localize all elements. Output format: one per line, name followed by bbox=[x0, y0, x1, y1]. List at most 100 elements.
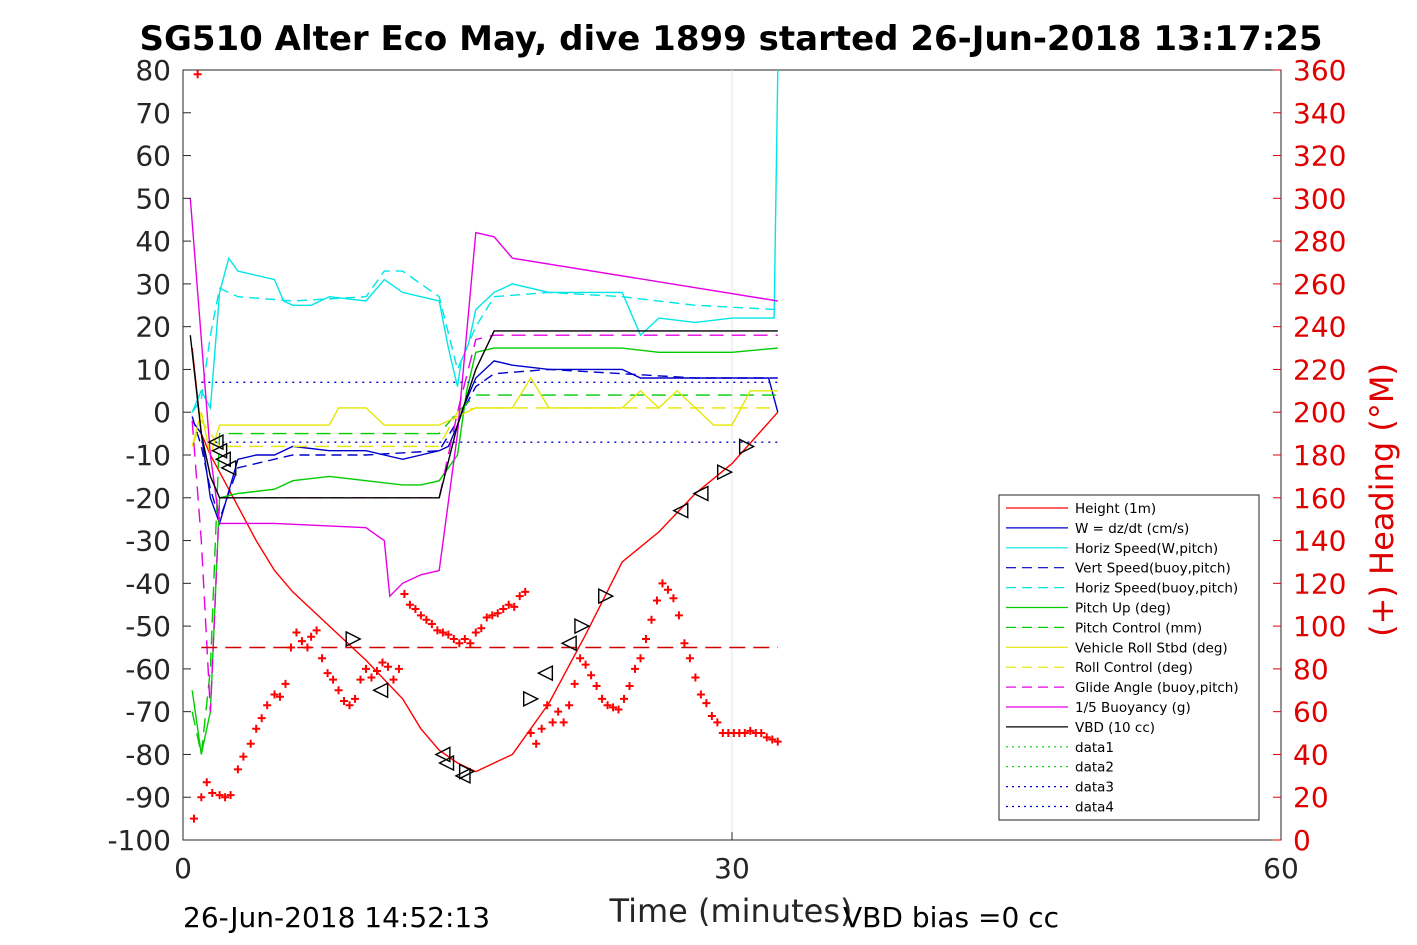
y-tick-label-right-5: 260 bbox=[1293, 268, 1346, 301]
heading-marker-45 bbox=[438, 628, 447, 637]
heading-marker-56 bbox=[499, 605, 508, 613]
heading-marker-93 bbox=[702, 699, 711, 708]
x-tick-label-1: 30 bbox=[714, 852, 750, 885]
triangle-marker-4 bbox=[345, 630, 362, 648]
y-tick-label-right-10: 160 bbox=[1293, 482, 1346, 515]
heading-marker-68 bbox=[565, 701, 574, 710]
heading-marker-53 bbox=[482, 613, 491, 622]
heading-marker-77 bbox=[614, 705, 623, 714]
heading-marker-20 bbox=[303, 643, 312, 652]
heading-marker-90 bbox=[685, 654, 694, 663]
triangle-marker-1 bbox=[211, 442, 228, 459]
triangle-marker-16 bbox=[692, 485, 709, 502]
heading-marker-31 bbox=[362, 664, 370, 673]
heading-marker-32 bbox=[367, 673, 376, 682]
y-tick-label-left-18: -100 bbox=[107, 824, 171, 857]
heading-marker-28 bbox=[345, 701, 354, 710]
y-tick-label-left-7: 10 bbox=[135, 353, 171, 386]
heading-marker-6 bbox=[221, 793, 230, 802]
y-tick-label-left-13: -50 bbox=[125, 610, 171, 643]
heading-marker-59 bbox=[515, 592, 524, 601]
y-tick-label-right-6: 240 bbox=[1293, 311, 1346, 344]
series-pitch-control-mm bbox=[191, 394, 778, 755]
heading-marker-13 bbox=[263, 701, 272, 710]
legend-box bbox=[998, 494, 1260, 821]
heading-marker-88 bbox=[674, 611, 683, 620]
y-tick-label-right-17: 20 bbox=[1293, 781, 1329, 814]
triangle-marker-8 bbox=[454, 767, 471, 784]
triangle-marker-11 bbox=[536, 665, 554, 682]
heading-marker-21 bbox=[307, 632, 316, 641]
heading-marker-17 bbox=[286, 643, 295, 652]
heading-marker-67 bbox=[559, 718, 568, 727]
heading-marker-47 bbox=[449, 634, 458, 643]
heading-marker-37 bbox=[394, 664, 403, 673]
triangle-marker-0 bbox=[207, 434, 224, 451]
x-axis: 0 30 60 bbox=[174, 832, 1299, 885]
y-tick-label-left-15: -70 bbox=[125, 696, 171, 729]
y-axis-right-label: (+) Heading (°M) bbox=[1363, 363, 1401, 637]
legend-label-2: Horiz Speed(W,pitch) bbox=[1075, 541, 1218, 557]
y-axis-left: 80 70 60 50 40 30 20 10 0 -10 -20 -30 -40 -50 -60 -70 -8… bbox=[107, 54, 191, 857]
heading-marker-16 bbox=[281, 679, 290, 688]
legend-label-14: data3 bbox=[1075, 780, 1114, 796]
heading-marker-92 bbox=[696, 690, 705, 699]
heading-marker-27 bbox=[340, 696, 349, 705]
heading-marker-50 bbox=[466, 639, 475, 648]
heading-marker-105 bbox=[768, 735, 777, 744]
heading-marker-1 bbox=[193, 70, 202, 79]
series-vbd-10-cc bbox=[189, 330, 778, 499]
footer-vbd-bias: VBD bias =0 cc bbox=[843, 901, 1059, 934]
heading-marker-106 bbox=[773, 737, 782, 746]
heading-marker-74 bbox=[598, 694, 607, 703]
heading-marker-54 bbox=[488, 611, 497, 620]
heading-marker-9 bbox=[239, 752, 248, 761]
footer-timestamp: 26-Jun-2018 14:52:13 bbox=[183, 901, 490, 934]
heading-marker-55 bbox=[493, 609, 502, 618]
legend-label-9: Glide Angle (buoy,pitch) bbox=[1075, 680, 1239, 696]
y-tick-label-right-16: 40 bbox=[1293, 738, 1329, 771]
legend-label-7: Vehicle Roll Stbd (deg) bbox=[1075, 640, 1228, 656]
heading-marker-26 bbox=[334, 686, 343, 695]
heading-marker-94 bbox=[707, 711, 716, 720]
series-vert-speed-buoy-pitch bbox=[191, 368, 778, 522]
triangle-marker-12 bbox=[560, 635, 577, 652]
heading-marker-7 bbox=[226, 791, 235, 800]
heading-marker-83 bbox=[647, 615, 656, 624]
y-tick-label-left-8: 0 bbox=[153, 396, 171, 429]
y-tick-label-right-0: 360 bbox=[1293, 54, 1346, 87]
heading-marker-103 bbox=[757, 729, 766, 738]
heading-marker-25 bbox=[329, 675, 338, 684]
heading-marker-65 bbox=[548, 718, 557, 727]
y-tick-label-left-0: 80 bbox=[135, 54, 171, 87]
triangle-marker-15 bbox=[672, 502, 689, 519]
heading-marker-2 bbox=[197, 793, 206, 802]
y-tick-label-left-5: 30 bbox=[135, 268, 171, 301]
y-tick-label-right-13: 100 bbox=[1293, 610, 1346, 643]
heading-marker-51 bbox=[471, 628, 480, 637]
heading-marker-8 bbox=[233, 765, 242, 774]
heading-marker-29 bbox=[351, 694, 360, 703]
legend-label-5: Pitch Up (deg) bbox=[1075, 601, 1171, 617]
heading-marker-41 bbox=[416, 611, 425, 620]
heading-marker-12 bbox=[257, 714, 266, 723]
heading-marker-14 bbox=[270, 690, 279, 699]
legend-label-4: Horiz Speed(buoy,pitch) bbox=[1075, 581, 1238, 597]
heading-marker-104 bbox=[762, 733, 771, 742]
triangle-marker-7 bbox=[437, 754, 455, 772]
triangle-marker-2 bbox=[214, 451, 231, 468]
heading-marker-48 bbox=[455, 639, 464, 648]
y-tick-label-right-9: 180 bbox=[1293, 439, 1346, 472]
triangle-marker-10 bbox=[523, 690, 540, 707]
triangle-marker-13 bbox=[574, 617, 591, 635]
heading-marker-42 bbox=[422, 615, 431, 624]
triangle-marker-5 bbox=[372, 682, 389, 699]
heading-marker-11 bbox=[252, 724, 261, 733]
heading-marker-44 bbox=[433, 626, 442, 635]
y-tick-label-right-3: 300 bbox=[1293, 182, 1346, 215]
heading-marker-33 bbox=[372, 667, 381, 676]
y-tick-label-right-4: 280 bbox=[1293, 225, 1346, 258]
y-tick-label-left-17: -90 bbox=[125, 781, 171, 814]
heading-marker-78 bbox=[620, 694, 629, 703]
triangle-marker-18 bbox=[738, 438, 756, 455]
